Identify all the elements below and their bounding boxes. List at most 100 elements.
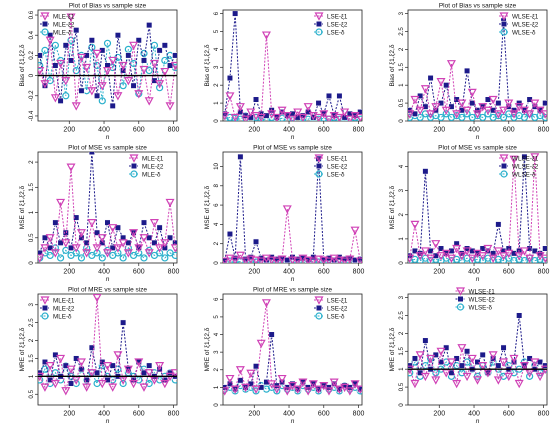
data-point	[160, 239, 170, 248]
plot-frame	[407, 293, 548, 406]
x-tick-label: 400	[98, 269, 110, 276]
data-point	[441, 106, 451, 116]
y-tick-label: 0.5	[28, 389, 35, 398]
y-axis-label: Bias of ξ1,ξ2,δ	[19, 44, 26, 86]
data-point	[149, 219, 159, 228]
legend-label: WLSE-ξ1	[512, 13, 539, 20]
data-point	[102, 66, 113, 76]
x-axis-label: n	[106, 418, 110, 425]
data-point	[408, 110, 415, 119]
data-point	[38, 249, 43, 257]
x-tick-label: 800	[168, 411, 180, 418]
data-point	[431, 240, 441, 249]
x-tick-label: 600	[133, 411, 145, 418]
data-point	[232, 10, 239, 17]
data-point	[410, 95, 420, 105]
data-point	[514, 252, 524, 261]
y-tick-label: 3	[398, 188, 405, 192]
data-point	[108, 383, 118, 392]
legend-label: LSE-ξ2	[327, 21, 348, 28]
data-point	[488, 351, 498, 360]
data-point	[38, 254, 45, 263]
panel-4: Plot of MSE vs sample size 200 400 600 800 n 0…	[19, 145, 179, 284]
data-point	[426, 254, 436, 263]
data-point	[420, 372, 430, 382]
data-point	[541, 113, 547, 121]
data-point	[67, 57, 75, 64]
data-point	[78, 87, 85, 94]
y-tick-label: 5	[213, 29, 220, 33]
x-tick-label: 600	[503, 411, 515, 418]
data-point	[67, 380, 75, 387]
data-point	[495, 99, 502, 107]
data-point	[422, 168, 429, 175]
legend-marker	[314, 12, 324, 21]
data-point	[499, 252, 509, 261]
data-point	[73, 214, 80, 221]
data-point	[241, 257, 251, 263]
data-point	[241, 383, 251, 393]
data-point	[467, 88, 477, 98]
data-point	[98, 97, 106, 105]
data-point	[422, 337, 429, 344]
data-point	[493, 376, 503, 385]
data-point	[516, 312, 523, 319]
series-line	[224, 302, 361, 392]
data-point	[324, 115, 334, 121]
data-point	[129, 229, 139, 238]
data-point	[77, 254, 86, 262]
data-point	[426, 354, 436, 364]
data-point	[88, 43, 96, 51]
data-point	[446, 254, 456, 263]
data-point	[457, 99, 467, 108]
data-point	[350, 112, 360, 121]
data-point	[134, 358, 144, 367]
data-point	[108, 224, 118, 233]
data-point	[104, 62, 111, 69]
y-tick-label: 3	[213, 350, 220, 354]
y-tick-label: 6	[213, 11, 220, 15]
data-point	[88, 37, 95, 44]
plot-area	[38, 152, 177, 263]
data-point	[252, 258, 260, 263]
x-tick-label: 200	[63, 127, 75, 134]
plot-area	[223, 10, 362, 121]
data-point	[334, 256, 344, 263]
data-point	[277, 106, 287, 116]
data-point	[155, 362, 165, 371]
data-point	[457, 344, 467, 353]
data-point	[57, 97, 64, 104]
data-point	[123, 365, 133, 374]
legend-marker	[41, 304, 49, 312]
y-tick-label: 1.5	[398, 62, 405, 71]
data-point	[261, 299, 271, 308]
legend-label: WLSE-δ	[512, 171, 536, 178]
data-point	[462, 247, 472, 256]
y-tick-label: 0	[28, 261, 35, 265]
data-point	[165, 102, 175, 111]
data-point	[38, 52, 43, 59]
data-point	[467, 254, 477, 263]
data-point	[519, 247, 529, 256]
data-point	[256, 257, 266, 263]
data-point	[88, 344, 95, 351]
panel-title: Plot of MRE vs sample size	[253, 287, 332, 294]
data-point	[437, 113, 445, 121]
data-point	[140, 254, 148, 262]
panel-title: Plot of Bias vs sample size	[439, 3, 517, 10]
data-point	[542, 245, 547, 252]
y-tick-label: 10	[213, 162, 220, 169]
data-point	[431, 376, 441, 385]
data-point	[408, 254, 415, 263]
y-tick-label: 2	[28, 160, 35, 164]
y-tick-label: 1.5	[398, 346, 405, 355]
data-point	[479, 113, 487, 121]
y-tick-label: 4	[398, 164, 405, 168]
y-tick-label: 3	[398, 11, 405, 15]
y-tick-label: 1	[28, 210, 35, 214]
data-point	[103, 39, 112, 47]
